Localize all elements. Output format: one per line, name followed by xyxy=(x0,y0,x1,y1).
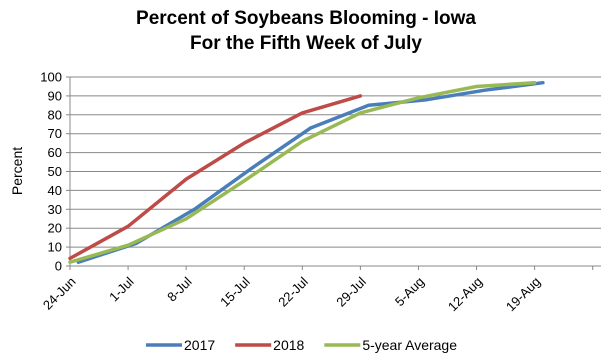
y-tick-label: 70 xyxy=(48,126,62,141)
x-tick-label: 1-Jul xyxy=(106,274,137,305)
legend-label-2: 2018 xyxy=(273,337,304,353)
y-tick-label: 60 xyxy=(48,145,62,160)
y-tick-label: 40 xyxy=(48,183,62,198)
data-series xyxy=(68,80,545,264)
y-tick-label: 30 xyxy=(48,202,62,217)
chart-title-line-2: For the Fifth Week of July xyxy=(190,33,422,54)
series-line-3 xyxy=(68,80,537,264)
x-tick-label: 29-Jul xyxy=(333,274,369,310)
chart-title-line-1: Percent of Soybeans Blooming - Iowa xyxy=(136,8,476,29)
y-tick-label: 10 xyxy=(48,240,62,255)
x-tick-label: 12-Aug xyxy=(445,274,485,314)
y-tick-labels: 0 10 20 30 40 50 60 70 80 90 100 xyxy=(40,70,62,274)
x-tick-label: 22-Jul xyxy=(275,274,311,310)
y-tick-label: 0 xyxy=(55,259,62,274)
x-tick-label: 24-Jun xyxy=(40,274,79,313)
y-tick-label: 20 xyxy=(48,221,62,236)
gridlines xyxy=(70,76,601,248)
x-tick-labels: 24-Jun 1-Jul 8-Jul 15-Jul 22-Jul 29-Jul 5-Aug 1… xyxy=(40,274,543,314)
series-line-2 xyxy=(68,94,363,261)
x-tick-label: 19-Aug xyxy=(503,274,543,314)
x-tick-label: 15-Jul xyxy=(217,274,253,310)
y-tick-label: 90 xyxy=(48,88,62,103)
axes xyxy=(66,76,601,270)
legend-label-1: 2017 xyxy=(184,337,215,353)
x-tick-label: 5-Aug xyxy=(392,274,427,309)
y-tick-label: 80 xyxy=(48,107,62,122)
y-tick-label: 50 xyxy=(48,164,62,179)
legend-label-3: 5-year Average xyxy=(362,337,457,353)
y-tick-label: 100 xyxy=(40,70,62,85)
x-tick-label: 8-Jul xyxy=(164,274,195,305)
legend: 2017 2018 5-year Average xyxy=(146,337,457,353)
y-axis-title: Percent xyxy=(9,147,25,195)
